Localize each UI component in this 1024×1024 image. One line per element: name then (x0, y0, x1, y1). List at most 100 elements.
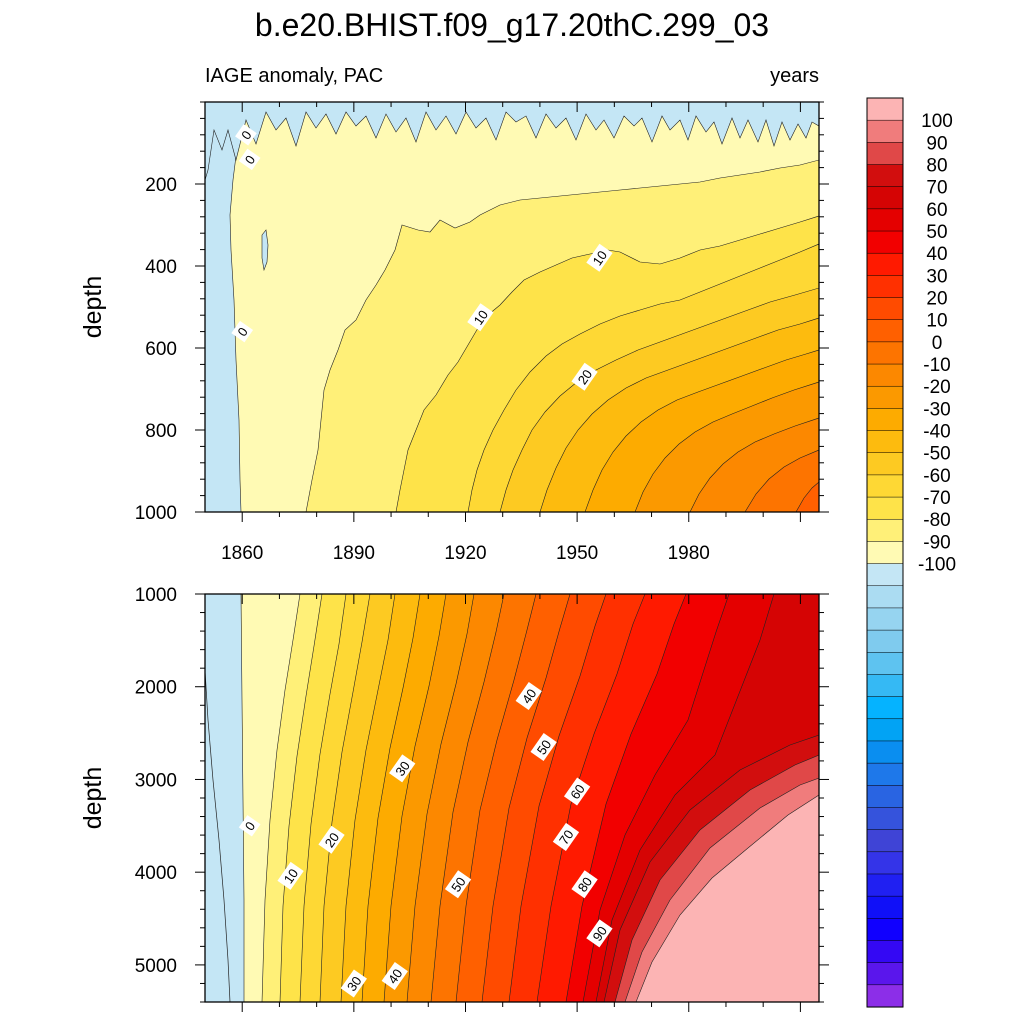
upper-fill-45 (744, 449, 819, 512)
lower-y-tick-label: 4000 (135, 863, 177, 884)
contour-label: 50 (530, 732, 557, 762)
lower-y-tick-label: 5000 (135, 956, 177, 977)
colorbar-swatch (866, 541, 904, 565)
lower-contour-fills (205, 594, 819, 1002)
colorbar-swatch (866, 252, 904, 276)
colorbar-swatch (866, 363, 904, 387)
contour-label-text: 60 (567, 782, 588, 802)
colorbar-swatch (866, 119, 904, 143)
colorbar-swatch (866, 762, 904, 786)
contour-label-text: 30 (344, 974, 365, 994)
contour-label: 90 (586, 919, 613, 948)
x-tick-label: 1890 (333, 543, 375, 564)
colorbar-swatch (866, 275, 904, 299)
contour-label-box (381, 962, 408, 991)
contour-label: 40 (515, 681, 542, 711)
colorbar-swatch (866, 97, 904, 121)
colorbar-label: -30 (923, 399, 950, 420)
colorbar-swatch (866, 563, 904, 587)
colorbar-label: -50 (923, 444, 950, 465)
contour-label-box (467, 303, 494, 332)
contour-label-box (571, 870, 598, 899)
contour-label: 60 (563, 777, 591, 806)
contour-label-box (340, 969, 367, 998)
contour-label-text: 80 (575, 874, 596, 894)
contour-label-box (238, 815, 261, 837)
contour-label-box (552, 822, 580, 851)
upper-fill-50 (795, 481, 819, 512)
contour-label: 20 (318, 825, 345, 854)
colorbar-swatch (866, 829, 904, 853)
x-tick-label: 1860 (221, 543, 263, 564)
colorbar-swatch (866, 851, 904, 875)
contour-label-text: 10 (470, 307, 491, 327)
colorbar-swatch (866, 607, 904, 631)
contour-label-box (389, 754, 416, 783)
subtitle-variable: IAGE anomaly, PAC (205, 65, 383, 87)
contour-label: 70 (552, 822, 580, 851)
upper-surface-negative-pockets (205, 102, 819, 181)
colorbar-swatch (866, 940, 904, 964)
lower-y-axis-label: depth (79, 767, 107, 830)
contour-label-box (515, 681, 542, 711)
colorbar-swatch (866, 785, 904, 809)
contour-label: 30 (340, 969, 367, 998)
colorbar-label: 50 (926, 222, 947, 243)
colorbar-label: 10 (926, 311, 947, 332)
colorbar-swatch (866, 385, 904, 409)
contour-label-box (231, 320, 254, 343)
x-tick-label: 1950 (556, 543, 598, 564)
colorbar-swatch (866, 629, 904, 653)
colorbar-swatch (866, 895, 904, 919)
lower-fill-100 (635, 785, 819, 1002)
colorbar-label: 30 (926, 266, 947, 287)
colorbar-swatch (866, 807, 904, 831)
contour-label-box (586, 243, 613, 272)
contour-label-text: 90 (590, 923, 611, 943)
colorbar-swatch (866, 674, 904, 698)
contour-label-box (444, 870, 472, 899)
colorbar-swatch (866, 718, 904, 742)
colorbar-label: -90 (923, 532, 950, 553)
contour-label-text: 50 (534, 737, 555, 757)
colorbar-label: -60 (923, 466, 950, 487)
colorbar-swatch (866, 496, 904, 520)
x-tick-label: 1980 (668, 543, 710, 564)
x-axis-tick-labels: 1860 1890 1920 1950 1980 (221, 543, 710, 564)
contour-label-box (586, 919, 613, 948)
colorbar-swatch (866, 341, 904, 365)
upper-y-axis-label: depth (79, 276, 107, 339)
contour-label-text: 10 (281, 866, 302, 886)
upper-small-negative-eddy (261, 229, 269, 272)
contour-label-box (571, 362, 598, 391)
colorbar-swatch (866, 918, 904, 942)
contour-label-box (235, 124, 257, 146)
colorbar-label: 80 (926, 156, 947, 177)
lower-y-tick-label: 3000 (135, 770, 177, 791)
colorbar-label: 70 (926, 178, 947, 199)
colorbar-frame (866, 97, 904, 1008)
contour-label: 80 (571, 870, 598, 899)
colorbar-swatch (866, 208, 904, 232)
colorbar-label: 0 (932, 333, 943, 354)
colorbar-label: 100 (921, 111, 953, 132)
colorbar-label: -100 (918, 555, 956, 576)
contour-label: 0 (231, 320, 254, 343)
contour-label-text: 70 (556, 827, 577, 847)
colorbar-swatch (866, 962, 904, 986)
contour-label: 0 (238, 148, 261, 171)
colorbar-swatch (866, 740, 904, 764)
colorbar-label: 90 (926, 133, 947, 154)
contour-label: 0 (238, 815, 261, 837)
contour-label-text: 20 (575, 367, 596, 387)
contour-label-text: 30 (392, 758, 413, 778)
contour-label: 0 (235, 124, 257, 146)
lower-inner-neg-line (205, 669, 231, 1002)
lower-panel: 1000 2000 3000 4000 5000 40 50 30 60 0 20 70 10 80 50… (79, 585, 829, 1012)
colorbar-swatch (866, 319, 904, 343)
lower-contour-labels: 40 50 30 60 0 20 70 10 80 50 90 30 40 (238, 681, 613, 998)
contour-label-text: 20 (322, 830, 343, 850)
upper-y-tick-label: 200 (145, 175, 177, 196)
